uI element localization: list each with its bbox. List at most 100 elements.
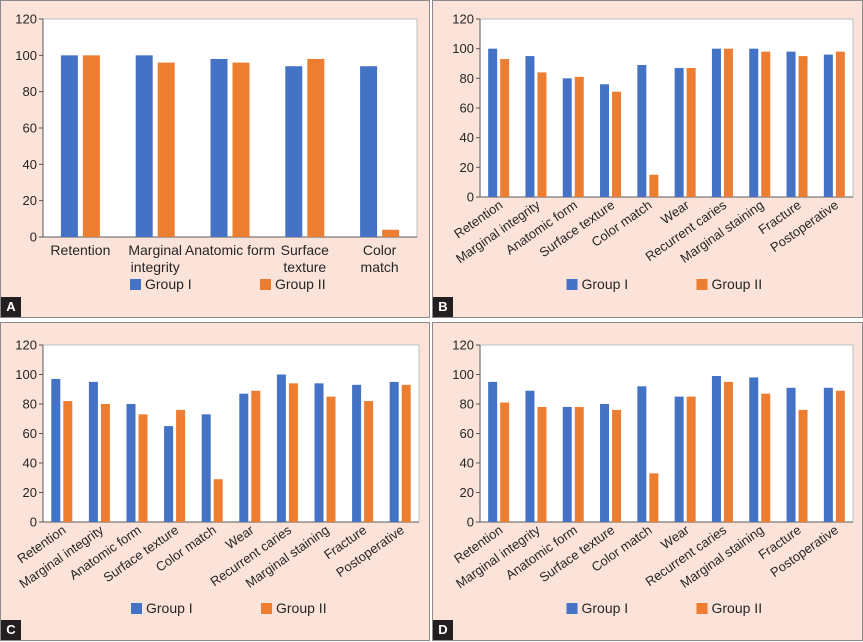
y-tick-label: 100 [452, 41, 474, 56]
bar-group-2 [649, 473, 659, 522]
bar-group-2 [649, 174, 659, 197]
plot-area [42, 18, 418, 238]
y-tick-label: 80 [460, 71, 474, 86]
bar-group-2 [213, 479, 223, 522]
plot-area [479, 344, 854, 523]
y-tick-label: 100 [452, 367, 474, 382]
bar-group-2 [232, 62, 250, 237]
y-tick-label: 100 [15, 367, 37, 382]
legend-swatch-group-1 [130, 279, 141, 290]
bar-group-1 [600, 404, 610, 522]
y-tick-label: 120 [452, 338, 474, 353]
bar-group-1 [749, 377, 759, 522]
y-tick-label: 120 [452, 12, 474, 27]
x-tick-label: match [361, 259, 399, 275]
bar-group-1 [786, 387, 796, 522]
legend-label-group-2: Group II [712, 276, 763, 292]
bar-group-2 [382, 229, 400, 237]
y-tick-label: 20 [460, 160, 474, 175]
x-tick-label: Retention [50, 242, 110, 258]
y-tick-label: 60 [460, 426, 474, 441]
bar-group-2 [798, 409, 808, 522]
bar-group-1 [88, 381, 98, 522]
bar-group-1 [674, 67, 684, 197]
bar-group-2 [326, 396, 336, 522]
bar-group-2 [401, 384, 411, 522]
bar-group-1 [786, 51, 796, 198]
bar-group-2 [761, 51, 771, 198]
panel-label-d: D [433, 620, 453, 640]
chart-panel-d: 0 20 40 60 80 100 120 Retention Marginal integri… [432, 322, 863, 641]
y-tick-label: 0 [467, 515, 474, 530]
panel-label-b: B [433, 297, 453, 317]
bar-group-2 [138, 414, 148, 522]
y-tick-label: 60 [23, 426, 37, 441]
bar-group-2 [157, 62, 175, 237]
bar-group-2 [761, 393, 771, 522]
panel-label-a: A [1, 297, 21, 317]
bar-group-2 [835, 390, 845, 522]
y-tick-label: 20 [23, 485, 37, 500]
bar-group-1 [239, 393, 249, 522]
bar-group-2 [835, 51, 845, 198]
bar-group-1 [276, 374, 286, 522]
bar-chart-a: 0 20 40 60 80 100 120 Retention Marginalintegrit… [15, 12, 418, 292]
bar-group-1 [562, 78, 572, 197]
legend-swatch-group-1 [566, 279, 578, 290]
legend-swatch-group-1 [131, 603, 142, 614]
bar-group-1 [488, 48, 498, 197]
chart-panel-c: 0 20 40 60 80 100 120 Retention Marginal integri… [0, 322, 430, 641]
x-tick-label: Surface [281, 242, 329, 258]
bar-group-2 [723, 381, 733, 522]
bar-group-1 [823, 54, 833, 197]
bar-group-2 [82, 55, 100, 238]
bar-group-2 [288, 383, 298, 522]
bar-group-1 [360, 66, 378, 237]
bar-group-1 [210, 58, 228, 237]
legend-swatch-group-2 [261, 603, 272, 614]
bar-group-1 [711, 48, 721, 197]
bar-group-2 [686, 67, 696, 197]
plot-area [479, 18, 854, 198]
panel-label-c: C [1, 620, 21, 640]
x-tick-label: Color [363, 242, 397, 258]
y-tick-label: 40 [460, 456, 474, 471]
y-tick-label: 80 [460, 397, 474, 412]
bar-group-1 [352, 384, 362, 522]
legend-label-group-2: Group II [275, 276, 326, 292]
x-tick-label: integrity [131, 259, 180, 275]
bar-group-2 [574, 76, 584, 197]
bar-group-1 [164, 426, 174, 522]
y-tick-label: 100 [15, 48, 37, 63]
legend-swatch-group-1 [566, 603, 578, 614]
y-tick-label: 40 [23, 157, 37, 172]
bar-group-1 [60, 55, 78, 238]
bar-group-2 [251, 390, 261, 522]
legend-label-group-1: Group I [582, 600, 629, 616]
bar-group-2 [723, 48, 733, 197]
bar-group-2 [537, 406, 547, 522]
legend-swatch-group-2 [696, 279, 708, 290]
bar-group-1 [135, 55, 153, 238]
bar-group-2 [798, 56, 808, 198]
bar-group-1 [314, 383, 324, 522]
plot-area [42, 344, 420, 523]
legend-label-group-1: Group I [146, 600, 193, 616]
legend-label-group-2: Group II [712, 600, 763, 616]
y-tick-label: 20 [23, 193, 37, 208]
y-tick-label: 120 [15, 12, 37, 27]
bar-group-1 [51, 378, 61, 522]
y-tick-label: 60 [23, 121, 37, 136]
bar-group-1 [201, 414, 211, 522]
y-tick-label: 80 [23, 397, 37, 412]
bar-group-1 [525, 56, 535, 198]
y-tick-label: 40 [460, 130, 474, 145]
y-tick-label: 20 [460, 485, 474, 500]
bar-group-2 [574, 406, 584, 522]
bar-group-2 [100, 404, 110, 522]
bar-group-1 [749, 48, 759, 197]
y-tick-label: 0 [467, 190, 474, 205]
